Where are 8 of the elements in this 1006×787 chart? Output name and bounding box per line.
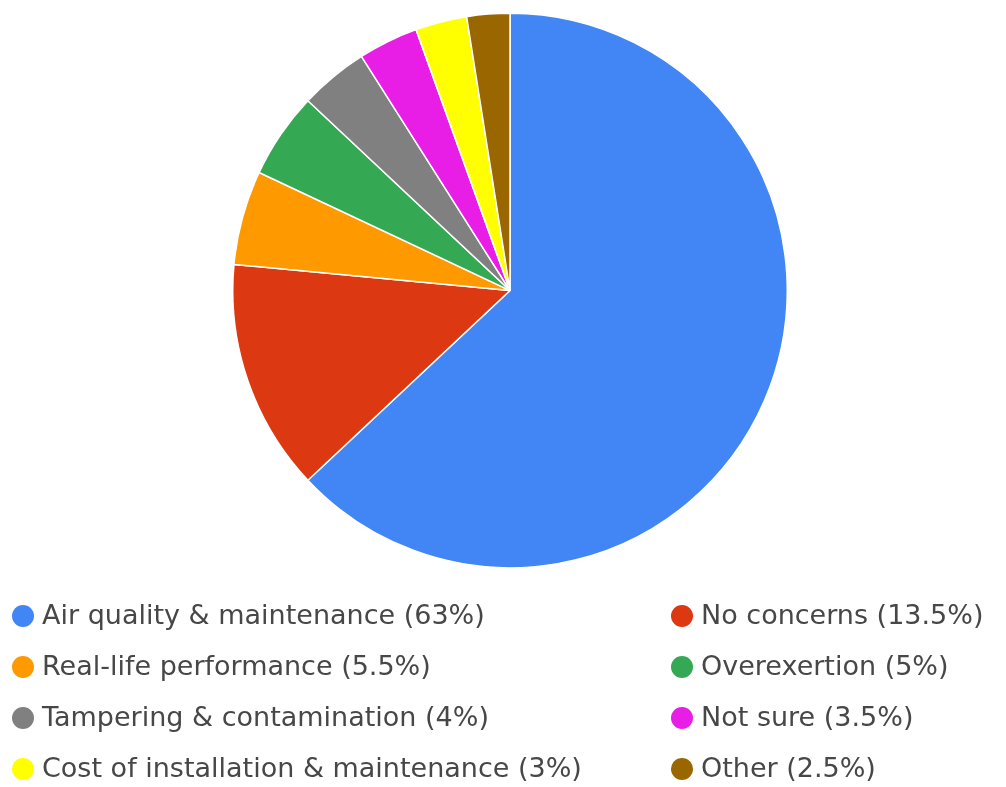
legend-label: Other (2.5%) (701, 752, 876, 784)
legend-label: Not sure (3.5%) (701, 701, 914, 733)
legend-label: Overexertion (5%) (701, 650, 949, 682)
legend-label: Real-life performance (5.5%) (42, 650, 431, 682)
legend-label: Cost of installation & maintenance (3%) (42, 752, 582, 784)
legend-label: No concerns (13.5%) (701, 599, 984, 631)
legend-label: Tampering & contamination (4%) (41, 701, 489, 733)
legend-label: Air quality & maintenance (63%) (42, 599, 485, 631)
